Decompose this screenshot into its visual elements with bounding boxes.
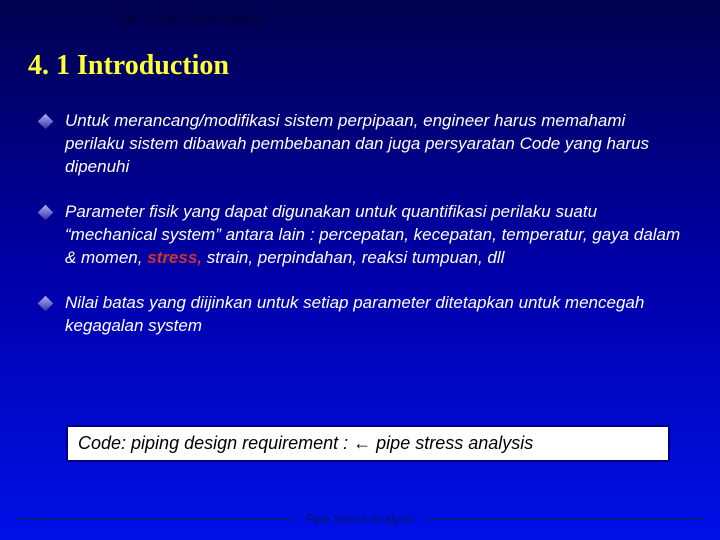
diamond-bullet-icon bbox=[38, 295, 54, 311]
diamond-bullet-icon bbox=[38, 114, 54, 130]
slide-header: Bab IV Pipe Stress Analysis bbox=[0, 12, 720, 26]
header-rule-right bbox=[276, 18, 702, 20]
callout-box: Code: piping design requirement : ← pipe… bbox=[66, 425, 670, 462]
header-rule-left bbox=[18, 18, 108, 20]
footer-rule-right bbox=[424, 518, 702, 520]
list-item-text: Untuk merancang/modifikasi sistem perpip… bbox=[65, 110, 684, 179]
list-item: Nilai batas yang diijinkan untuk setiap … bbox=[40, 292, 684, 338]
bullet-list: Untuk merancang/modifikasi sistem perpip… bbox=[40, 110, 684, 360]
diamond-bullet-icon bbox=[38, 205, 54, 221]
list-item-text: Parameter fisik yang dapat digunakan unt… bbox=[65, 201, 684, 270]
header-label: Bab IV Pipe Stress Analysis bbox=[118, 12, 266, 26]
slide-footer: Pipe Stress Analysis bbox=[0, 512, 720, 526]
footer-label: Pipe Stress Analysis bbox=[306, 512, 415, 526]
slide-title: 4. 1 Introduction bbox=[28, 50, 229, 82]
footer-rule-left bbox=[18, 518, 296, 520]
list-item-text: Nilai batas yang diijinkan untuk setiap … bbox=[65, 292, 684, 338]
list-item: Untuk merancang/modifikasi sistem perpip… bbox=[40, 110, 684, 179]
list-item: Parameter fisik yang dapat digunakan unt… bbox=[40, 201, 684, 270]
